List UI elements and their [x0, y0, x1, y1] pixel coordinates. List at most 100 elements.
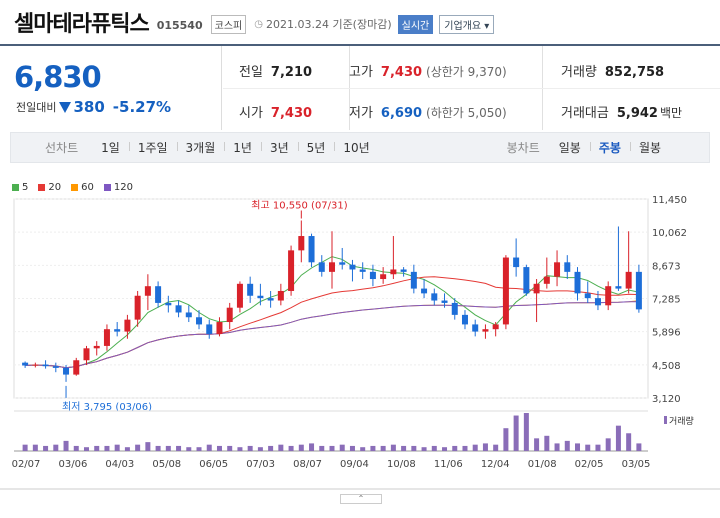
tab-daily[interactable]: 일봉 [558, 141, 581, 155]
high-annotation: 최고 10,550 (07/31) [251, 200, 347, 212]
stat-label: 고가 [349, 65, 373, 80]
volume-bar [22, 444, 28, 451]
volume-bar [145, 442, 151, 451]
volume-bar [575, 443, 581, 451]
volume-bar [135, 444, 141, 451]
candle-body [247, 283, 254, 296]
candle-body [93, 345, 100, 349]
x-tick-label: 05/08 [152, 459, 181, 470]
candle-body [441, 300, 448, 303]
volume-bar [452, 445, 458, 451]
volume-bar [421, 447, 427, 451]
candle-body [410, 271, 417, 289]
x-tick-label: 04/03 [105, 459, 134, 470]
volume-bar [114, 444, 120, 451]
tab-3y[interactable]: 3년 [260, 139, 298, 156]
volume-bar [564, 440, 570, 451]
company-overview-button[interactable]: 기업개요 ▾ [439, 14, 495, 34]
legend-ma60: 60 [71, 182, 94, 193]
volume-bar [237, 447, 243, 451]
volume-bar [176, 445, 182, 451]
tab-1y[interactable]: 1년 [224, 139, 261, 156]
tab-5y[interactable]: 5년 [297, 139, 335, 156]
volume-bar [595, 444, 601, 451]
candle-body [144, 286, 151, 296]
candle-body [359, 269, 366, 272]
price-summary: 6,830 전일대비 380 -5.27% [0, 46, 222, 130]
volume-bar [380, 445, 386, 451]
volume-bar [554, 443, 560, 451]
volume-bar [257, 447, 263, 451]
legend-ma20: 20 [38, 182, 61, 193]
volume-bar [339, 444, 345, 451]
candle-body [369, 271, 376, 280]
candle-body [461, 314, 468, 325]
volume-bar [534, 438, 540, 451]
stats-grid: 전일 7,210 고가 7,430 (상한가 9,370) 거래량 852,75… [223, 46, 720, 130]
candle-chart-title: 봉차트 [506, 141, 540, 155]
legend-swatch [12, 184, 19, 191]
quote-date: 2021.03.24 기준(장마감) [265, 18, 392, 31]
x-tick-label: 02/05 [575, 459, 604, 470]
volume-bar [288, 445, 294, 451]
candle-body [605, 286, 612, 306]
y-tick-label: 5,896 [652, 328, 681, 339]
candle-body [574, 271, 581, 294]
header-divider [0, 44, 720, 46]
tab-monthly[interactable]: 월봉 [629, 139, 670, 156]
tab-weekly[interactable]: 주봉 [589, 139, 630, 156]
volume-bar [298, 444, 304, 451]
volume-bar [605, 438, 611, 451]
chevron-down-icon: ▾ [484, 20, 490, 32]
stock-header: 셀마테라퓨틱스 015540 코스피 ◷ 2021.03.24 기준(장마감) … [0, 0, 720, 44]
stat-sub: (상한가 9,370) [426, 65, 507, 79]
candle-body [73, 360, 80, 375]
candle-body [155, 286, 162, 303]
candle-body [554, 262, 561, 277]
volume-bar [216, 445, 222, 451]
candle-body [226, 307, 233, 323]
candle-body [42, 364, 49, 367]
candle-body [134, 295, 141, 320]
volume-bar [503, 428, 509, 451]
volume-bar [523, 413, 529, 451]
realtime-button[interactable]: 실시간 [397, 14, 434, 34]
stat-value: 5,942 [616, 106, 658, 121]
tab-1w[interactable]: 1주일 [128, 139, 177, 156]
candle-body [451, 302, 458, 315]
tab-3m[interactable]: 3개월 [176, 139, 225, 156]
y-tick-label: 4,508 [652, 361, 681, 372]
candle-body [124, 319, 131, 332]
candle-body [421, 288, 428, 294]
company-overview-label: 기업개요 [444, 20, 482, 32]
stat-value: 7,210 [270, 65, 313, 80]
volume-bar [94, 445, 100, 451]
candle-body [22, 362, 29, 366]
volume-bar [462, 445, 468, 451]
y-tick-label: 3,120 [652, 394, 681, 405]
volume-bar [83, 447, 89, 451]
collapse-chart-button[interactable]: ⌃ [340, 494, 382, 504]
stats-row-divider [223, 88, 720, 89]
candle-body [175, 305, 182, 313]
volume-bar [513, 415, 519, 451]
volume-bar [278, 444, 284, 451]
x-tick-label: 09/04 [340, 459, 369, 470]
candle-body [308, 236, 315, 263]
volume-label: 거래량 [669, 415, 694, 427]
candle-body [594, 298, 601, 306]
stat-volume: 거래량 852,758 [561, 61, 664, 80]
volume-bar [370, 445, 376, 451]
candle-body [513, 257, 520, 268]
candle-body [83, 348, 90, 361]
stat-low: 저가 6,690 (하한가 5,050) [349, 102, 507, 121]
tab-1d[interactable]: 1일 [101, 141, 120, 155]
volume-bar [615, 425, 621, 451]
price-change: 전일대비 380 -5.27% [16, 98, 171, 116]
x-tick-label: 10/08 [387, 459, 416, 470]
change-percent: -5.27% [112, 98, 172, 116]
stat-label: 저가 [349, 106, 373, 121]
candle-body [165, 302, 172, 306]
chevron-up-icon: ⌃ [357, 494, 365, 503]
tab-10y[interactable]: 10년 [334, 139, 378, 156]
